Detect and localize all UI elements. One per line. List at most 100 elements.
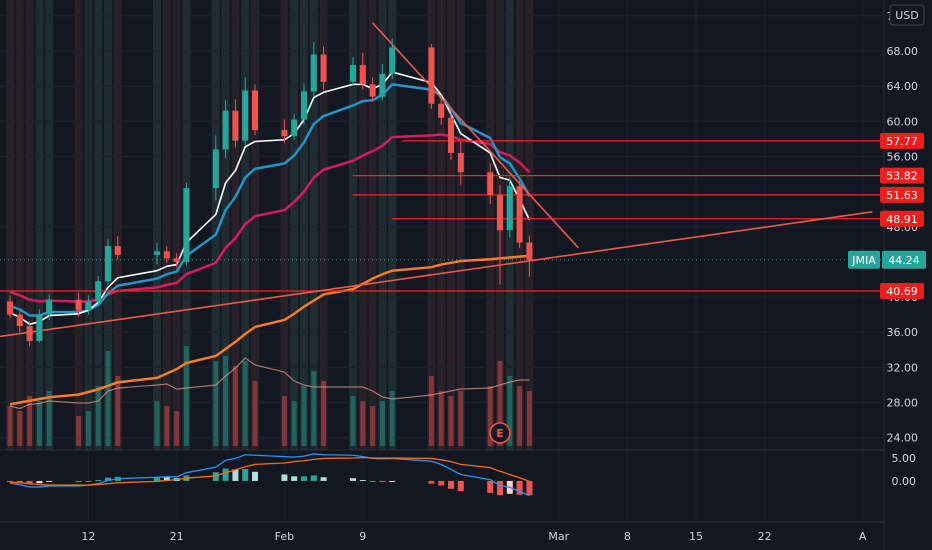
level-price-text: 57.77 (886, 135, 918, 148)
candle (428, 43, 435, 109)
volume-bar (164, 406, 170, 446)
candle (389, 38, 396, 80)
macd-histogram-bar (526, 480, 533, 496)
volume-bar (242, 361, 248, 446)
session-band (162, 0, 171, 450)
price-tick-label: 24.00 (887, 432, 919, 445)
volume-bar (379, 401, 385, 446)
candle (526, 235, 533, 277)
candle (16, 310, 23, 333)
volume-bar (95, 386, 101, 446)
session-band (35, 0, 44, 450)
macd-tick-label: 0.00 (892, 475, 917, 488)
macd-histogram-bar (16, 480, 23, 483)
macd-histogram-bar (389, 480, 396, 482)
candle (26, 320, 33, 347)
candle (379, 64, 386, 101)
trendline[interactable] (372, 22, 579, 249)
session-band (427, 0, 436, 450)
price-tick-label: 32.00 (887, 361, 919, 374)
session-band (486, 0, 495, 450)
trendline[interactable] (0, 211, 873, 339)
level-price-label[interactable]: 40.69 (880, 283, 924, 300)
session-band (45, 0, 54, 450)
volume-bar (517, 386, 523, 446)
session-band (231, 0, 240, 450)
price-axis[interactable]: 72.0068.0064.0060.0056.0048.0040.0036.00… (848, 10, 926, 488)
macd-tick-label: 5.00 (892, 452, 917, 465)
volume-bar (213, 361, 219, 446)
level-price-label[interactable]: 57.77 (880, 132, 924, 149)
price-tick-label: 60.00 (887, 115, 919, 128)
macd-histogram-bar (26, 480, 33, 485)
volume-bar (526, 391, 532, 446)
level-price-label[interactable]: 51.63 (880, 186, 924, 203)
candle (516, 181, 523, 248)
time-tick-label: 15 (689, 530, 703, 543)
session-band (211, 0, 220, 450)
macd-histogram-bar (310, 475, 317, 481)
macd-histogram-bar (36, 480, 43, 484)
last-price-tag[interactable]: JMIA 44.24 (848, 250, 926, 269)
macd-histogram-bar (497, 480, 503, 496)
macd-histogram-bar (95, 480, 102, 482)
macd-histogram-bar (359, 480, 366, 482)
volume-bar (507, 376, 513, 446)
volume-bar (497, 361, 503, 446)
candle (105, 239, 111, 285)
level-price-label[interactable]: 48.91 (880, 210, 924, 227)
time-tick-label: A (859, 530, 867, 543)
session-band (221, 0, 230, 450)
session-band (378, 0, 387, 450)
volume-bar (105, 351, 111, 446)
earnings-marker[interactable]: E (489, 422, 511, 444)
volume-bar (311, 371, 317, 446)
macd-histogram-bar (516, 480, 523, 495)
session-band (153, 0, 161, 450)
volume-bar (291, 401, 297, 446)
candle (183, 182, 190, 266)
volume-bar (36, 401, 42, 446)
macd-histogram-bar (75, 480, 82, 482)
candle (222, 100, 229, 159)
volume-bar (232, 366, 238, 446)
macd-histogram-bar (457, 480, 464, 492)
time-axis[interactable]: 12 21 Feb 9 Mar 8 15 22 A (81, 530, 866, 543)
volume-bars (7, 346, 532, 446)
macd-histogram-bar (301, 476, 307, 481)
time-tick-label: 9 (359, 530, 366, 543)
candles (7, 38, 533, 347)
horizontal-levels[interactable] (0, 140, 884, 292)
candle (320, 46, 327, 90)
volume-bar (183, 346, 189, 446)
macd-histogram-bar (369, 480, 376, 482)
session-band (74, 0, 83, 450)
volume-bar (438, 391, 444, 446)
session-band (368, 0, 377, 450)
time-tick-label: 12 (81, 530, 95, 543)
volume-bar (252, 381, 258, 446)
candle (506, 177, 513, 238)
symbol-label: JMIA (851, 254, 876, 267)
candle (173, 253, 180, 268)
candle (448, 112, 454, 160)
session-band (290, 0, 299, 450)
macd-histogram-bar (350, 478, 356, 481)
volume-bar (281, 396, 287, 446)
level-price-text: 40.69 (886, 285, 918, 298)
candle (212, 135, 219, 201)
volume-bar (76, 416, 82, 446)
volume-bar (360, 401, 366, 446)
candle (291, 114, 298, 140)
time-tick-label: Mar (548, 530, 569, 543)
level-price-label[interactable]: 53.82 (880, 167, 924, 184)
volume-bar (428, 376, 434, 446)
session-band (94, 0, 103, 450)
trendlines[interactable] (0, 22, 873, 339)
price-tick-label: 64.00 (887, 80, 919, 93)
currency-label[interactable]: USD (889, 4, 925, 26)
grid (0, 0, 884, 520)
macd-histogram-bar (232, 469, 239, 481)
